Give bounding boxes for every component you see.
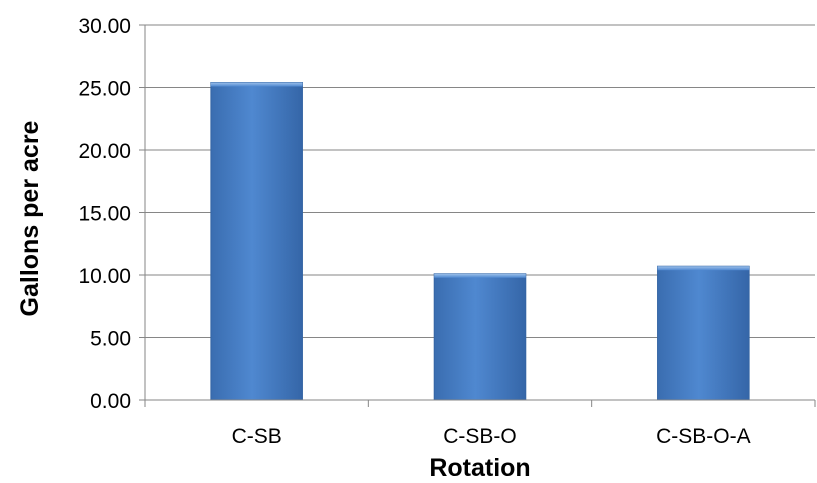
bar-body <box>210 82 303 401</box>
bar-body <box>433 273 527 401</box>
y-axis-title: Gallons per acre <box>16 120 44 316</box>
y-tick-label: 15.00 <box>78 203 131 226</box>
y-tick-label: 0.00 <box>90 390 131 413</box>
y-tick-label: 10.00 <box>78 265 131 288</box>
bar-C-SB-O-A <box>657 265 750 401</box>
x-tick-label: C-SB <box>232 425 282 448</box>
axes <box>139 24 816 407</box>
bar-highlight <box>210 82 303 87</box>
y-tick-label: 30.00 <box>78 15 131 38</box>
bar-C-SB <box>210 82 303 401</box>
y-tick-label: 20.00 <box>78 140 131 163</box>
y-tick-label: 25.00 <box>78 78 131 101</box>
bar-body <box>657 265 750 401</box>
x-tick-label: C-SB-O <box>443 425 517 448</box>
bars <box>210 82 750 401</box>
bar-highlight <box>657 266 750 271</box>
x-axis-title: Rotation <box>429 454 530 482</box>
y-tick-label: 5.00 <box>90 328 131 351</box>
tick-labels: 0.00 5.00 10.00 15.00 20.00 25.00 30.00 C-SB C-S… <box>78 15 750 448</box>
bar-highlight <box>434 273 526 278</box>
x-tick-label: C-SB-O-A <box>656 425 751 448</box>
bar-C-SB-O <box>433 273 527 401</box>
